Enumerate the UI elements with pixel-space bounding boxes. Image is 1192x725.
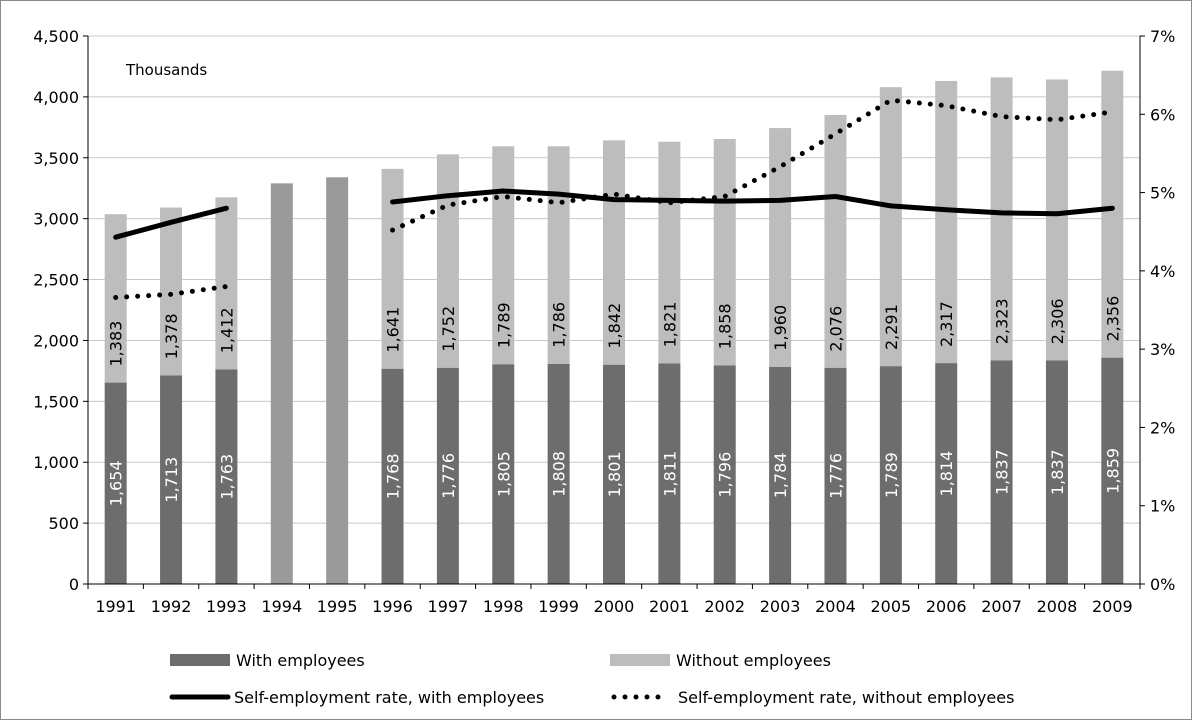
data-label-with-employees: 1,784 [771, 452, 790, 498]
y-tick-label: 2,000 [33, 331, 79, 350]
y-tick-label: 1,000 [33, 453, 79, 472]
data-label-without-employees: 1,383 [107, 321, 126, 367]
x-tick-label: 2000 [594, 597, 635, 616]
units-annotation: Thousands [125, 61, 207, 79]
bar-total [271, 183, 293, 584]
y2-tick-label: 6% [1150, 105, 1175, 124]
data-label-without-employees: 2,317 [937, 301, 956, 347]
data-label-without-employees: 1,789 [494, 302, 513, 348]
y-tick-label: 2,500 [33, 271, 79, 290]
data-label-without-employees: 2,323 [993, 298, 1012, 344]
x-tick-label: 2006 [926, 597, 967, 616]
data-label-with-employees: 1,801 [605, 451, 624, 497]
x-tick-label: 2001 [649, 597, 690, 616]
data-label-with-employees: 1,808 [550, 451, 569, 497]
x-tick-label: 2007 [981, 597, 1022, 616]
data-label-without-employees: 1,412 [217, 307, 236, 353]
legend-swatch-without-employees [610, 654, 670, 666]
data-label-without-employees: 1,641 [384, 307, 403, 353]
x-tick-label: 1997 [428, 597, 469, 616]
x-tick-label: 2008 [1037, 597, 1078, 616]
x-tick-label: 1993 [206, 597, 247, 616]
y-tick-label: 0 [69, 575, 79, 594]
data-label-with-employees: 1,837 [993, 449, 1012, 495]
data-label-with-employees: 1,811 [660, 451, 679, 497]
x-tick-label: 2002 [704, 597, 745, 616]
x-tick-label: 1995 [317, 597, 358, 616]
legend-label-without-employees: Without employees [676, 651, 831, 670]
data-label-with-employees: 1,796 [716, 452, 735, 498]
legend-label-rate-without-employees: Self-employment rate, without employees [678, 688, 1014, 707]
y2-tick-label: 0% [1150, 575, 1175, 594]
x-tick-label: 1994 [261, 597, 302, 616]
data-label-with-employees: 1,789 [882, 452, 901, 498]
y2-tick-label: 5% [1150, 184, 1175, 203]
x-tick-label: 1999 [538, 597, 579, 616]
data-label-without-employees: 1,960 [771, 305, 790, 351]
data-label-without-employees: 1,378 [162, 313, 181, 359]
y2-tick-label: 2% [1150, 418, 1175, 437]
y-tick-label: 3,000 [33, 210, 79, 229]
x-tick-label: 2009 [1092, 597, 1133, 616]
data-label-without-employees: 1,786 [550, 302, 569, 348]
data-label-without-employees: 1,752 [439, 306, 458, 352]
y-tick-label: 1,500 [33, 392, 79, 411]
data-label-without-employees: 1,842 [605, 303, 624, 349]
y-tick-label: 4,500 [33, 27, 79, 46]
x-tick-label: 1991 [95, 597, 136, 616]
x-tick-label: 2005 [870, 597, 911, 616]
data-label-with-employees: 1,837 [1048, 449, 1067, 495]
data-label-with-employees: 1,763 [217, 454, 236, 500]
data-label-without-employees: 2,291 [882, 304, 901, 350]
x-tick-label: 1996 [372, 597, 413, 616]
y2-tick-label: 7% [1150, 27, 1175, 46]
y-tick-label: 4,000 [33, 88, 79, 107]
data-label-without-employees: 2,306 [1048, 298, 1067, 344]
y2-tick-label: 3% [1150, 340, 1175, 359]
legend-label-rate-with-employees: Self-employment rate, with employees [234, 688, 544, 707]
data-label-without-employees: 1,858 [716, 303, 735, 349]
legend-label-with-employees: With employees [236, 651, 365, 670]
y-tick-label: 500 [48, 514, 79, 533]
data-label-with-employees: 1,805 [494, 451, 513, 497]
data-label-without-employees: 2,076 [826, 306, 845, 352]
data-label-with-employees: 1,776 [439, 453, 458, 499]
y-tick-label: 3,500 [33, 149, 79, 168]
data-label-without-employees: 1,821 [660, 302, 679, 348]
data-label-with-employees: 1,713 [162, 457, 181, 503]
data-label-with-employees: 1,776 [826, 453, 845, 499]
x-tick-label: 1998 [483, 597, 524, 616]
data-label-with-employees: 1,814 [937, 451, 956, 497]
x-tick-label: 2003 [760, 597, 801, 616]
data-label-without-employees: 2,356 [1103, 296, 1122, 342]
data-label-with-employees: 1,859 [1103, 448, 1122, 494]
y2-tick-label: 1% [1150, 497, 1175, 516]
x-tick-label: 1992 [151, 597, 192, 616]
x-tick-label: 2004 [815, 597, 856, 616]
legend-swatch-with-employees [170, 654, 230, 666]
data-label-with-employees: 1,768 [384, 453, 403, 499]
y2-tick-label: 4% [1150, 262, 1175, 281]
data-label-with-employees: 1,654 [107, 460, 126, 506]
bar-total [326, 177, 348, 584]
